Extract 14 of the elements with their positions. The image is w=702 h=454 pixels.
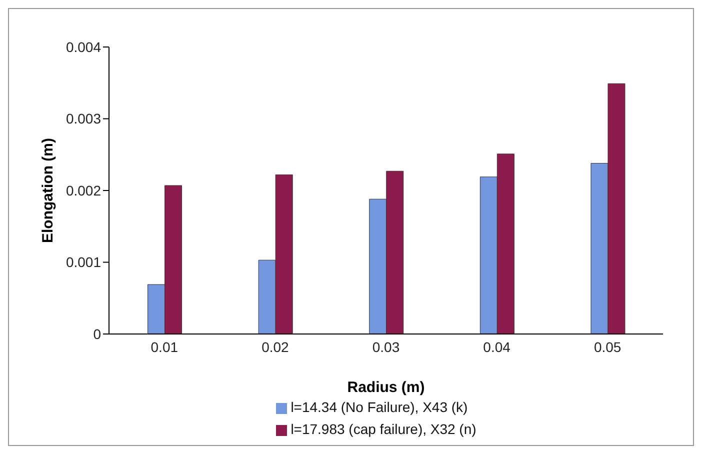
legend-label: l=17.983 (cap failure), X32 (n) bbox=[290, 421, 476, 437]
x-tick-label: 0.04 bbox=[483, 338, 511, 355]
legend-label: l=14.34 (No Failure), X43 (k) bbox=[290, 399, 468, 415]
x-tick-label: 0.02 bbox=[262, 338, 290, 355]
y-axis-title: Elongation (m) bbox=[39, 138, 56, 243]
x-tick-label: 0.03 bbox=[372, 338, 400, 355]
y-tick-label: 0.004 bbox=[66, 38, 102, 55]
y-tick-label: 0 bbox=[93, 326, 102, 342]
x-axis-title: Radius (m) bbox=[347, 379, 425, 396]
y-tick-label: 0.002 bbox=[66, 182, 102, 198]
y-tick-label: 0.001 bbox=[66, 254, 102, 270]
y-tick-label: 0.003 bbox=[66, 110, 102, 127]
x-tick-label: 0.01 bbox=[150, 338, 178, 355]
x-tick-label: 0.05 bbox=[594, 338, 622, 355]
